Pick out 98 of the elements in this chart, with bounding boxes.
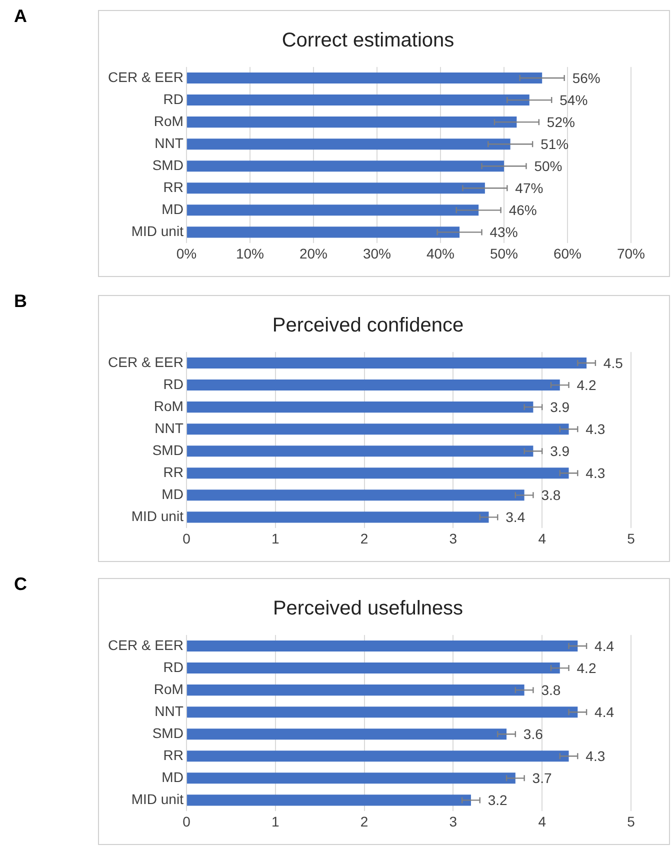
data-label: 3.2 xyxy=(488,792,508,808)
data-label: 3.6 xyxy=(523,726,544,742)
y-tick-label: NNT xyxy=(154,702,184,719)
bar xyxy=(186,402,534,413)
chart-title: Perceived confidence xyxy=(272,314,464,337)
bar xyxy=(186,728,507,740)
data-label: 4.2 xyxy=(576,660,596,676)
y-tick-label: MID unit xyxy=(131,223,184,240)
x-tick-label: 2 xyxy=(360,530,368,546)
y-tick-label: CER & EER xyxy=(108,68,184,85)
bar xyxy=(186,72,542,84)
y-tick-label: CER & EER xyxy=(108,636,184,653)
text: B xyxy=(14,291,27,312)
y-tick-label: MID unit xyxy=(131,791,184,808)
y-tick-label: RD xyxy=(163,90,184,107)
bar xyxy=(186,468,569,479)
y-tick-label: RoM xyxy=(154,680,184,697)
data-label: 43% xyxy=(490,224,518,240)
data-label: 4.4 xyxy=(594,704,614,720)
bar xyxy=(186,684,524,696)
data-label: 46% xyxy=(508,202,537,218)
bar xyxy=(186,706,578,718)
x-tick-label: 70% xyxy=(616,245,646,262)
bar xyxy=(186,490,524,501)
y-tick-label: RR xyxy=(163,178,184,195)
x-tick-label: 30% xyxy=(362,245,391,262)
y-tick-label: RD xyxy=(163,658,184,675)
x-tick-label: 1 xyxy=(271,813,280,830)
bar xyxy=(186,380,560,391)
bar xyxy=(186,640,578,652)
data-label: 4.3 xyxy=(586,464,606,481)
bar xyxy=(186,358,587,369)
chart-title: Correct estimations xyxy=(282,30,454,52)
text: A xyxy=(14,6,27,27)
bar xyxy=(186,512,489,523)
x-tick-label: 0% xyxy=(176,245,197,262)
text: C xyxy=(14,574,27,595)
x-tick-label: 3 xyxy=(449,813,458,830)
x-tick-label: 60% xyxy=(553,245,582,262)
bar xyxy=(186,424,569,435)
x-tick-label: 5 xyxy=(627,813,636,830)
bar xyxy=(186,116,517,128)
data-label: 3.7 xyxy=(532,770,552,786)
bar xyxy=(186,226,460,238)
x-tick-label: 0 xyxy=(182,813,191,830)
x-tick-label: 5 xyxy=(627,530,636,546)
data-label: 56% xyxy=(572,70,600,86)
data-label: 52% xyxy=(546,114,575,130)
bar xyxy=(186,94,530,106)
x-tick-label: 10% xyxy=(236,245,264,262)
x-tick-label: 0 xyxy=(182,530,191,546)
x-tick-label: 50% xyxy=(490,245,518,262)
data-label: 47% xyxy=(515,180,544,196)
data-label: 3.8 xyxy=(541,487,561,504)
x-tick-label: 40% xyxy=(426,245,454,262)
bar xyxy=(186,772,516,784)
bar xyxy=(186,662,560,674)
y-tick-label: MD xyxy=(162,201,184,218)
y-tick-label: RoM xyxy=(154,398,184,414)
bar xyxy=(186,182,485,194)
data-label: 4.3 xyxy=(586,420,606,437)
data-label: 4.4 xyxy=(594,638,614,654)
bar xyxy=(186,138,510,150)
x-tick-label: 4 xyxy=(538,813,546,830)
data-label: 3.9 xyxy=(550,398,570,415)
y-tick-label: MID unit xyxy=(131,508,184,524)
data-label: 3.8 xyxy=(541,682,561,698)
data-label: 4.5 xyxy=(603,354,624,371)
y-tick-label: RR xyxy=(163,464,184,480)
data-label: 3.9 xyxy=(550,442,570,459)
y-tick-label: SMD xyxy=(152,442,184,458)
y-tick-label: MD xyxy=(162,486,184,502)
x-tick-label: 1 xyxy=(271,530,280,546)
y-tick-label: NNT xyxy=(154,134,184,151)
y-tick-label: SMD xyxy=(152,156,184,173)
bar xyxy=(186,446,534,457)
y-tick-label: SMD xyxy=(152,724,184,741)
bar xyxy=(186,794,471,806)
data-label: 3.4 xyxy=(506,509,526,526)
chart-title: Perceived usefulness xyxy=(272,598,464,620)
y-tick-label: RoM xyxy=(154,112,184,129)
y-tick-label: NNT xyxy=(154,420,184,436)
y-tick-label: RR xyxy=(163,746,184,763)
y-tick-label: MD xyxy=(162,769,184,786)
x-tick-label: 4 xyxy=(538,530,546,546)
x-tick-label: 3 xyxy=(449,530,458,546)
data-label: 4.3 xyxy=(586,748,606,764)
bar xyxy=(186,160,504,172)
data-label: 51% xyxy=(540,136,569,152)
y-tick-label: CER & EER xyxy=(108,354,184,370)
y-tick-label: RD xyxy=(163,376,184,392)
data-label: 4.2 xyxy=(576,376,596,393)
bar xyxy=(186,204,479,216)
data-label: 54% xyxy=(560,92,588,108)
x-tick-label: 20% xyxy=(299,245,328,262)
x-tick-label: 2 xyxy=(360,813,368,830)
bar xyxy=(186,750,569,762)
data-label: 50% xyxy=(534,158,562,174)
